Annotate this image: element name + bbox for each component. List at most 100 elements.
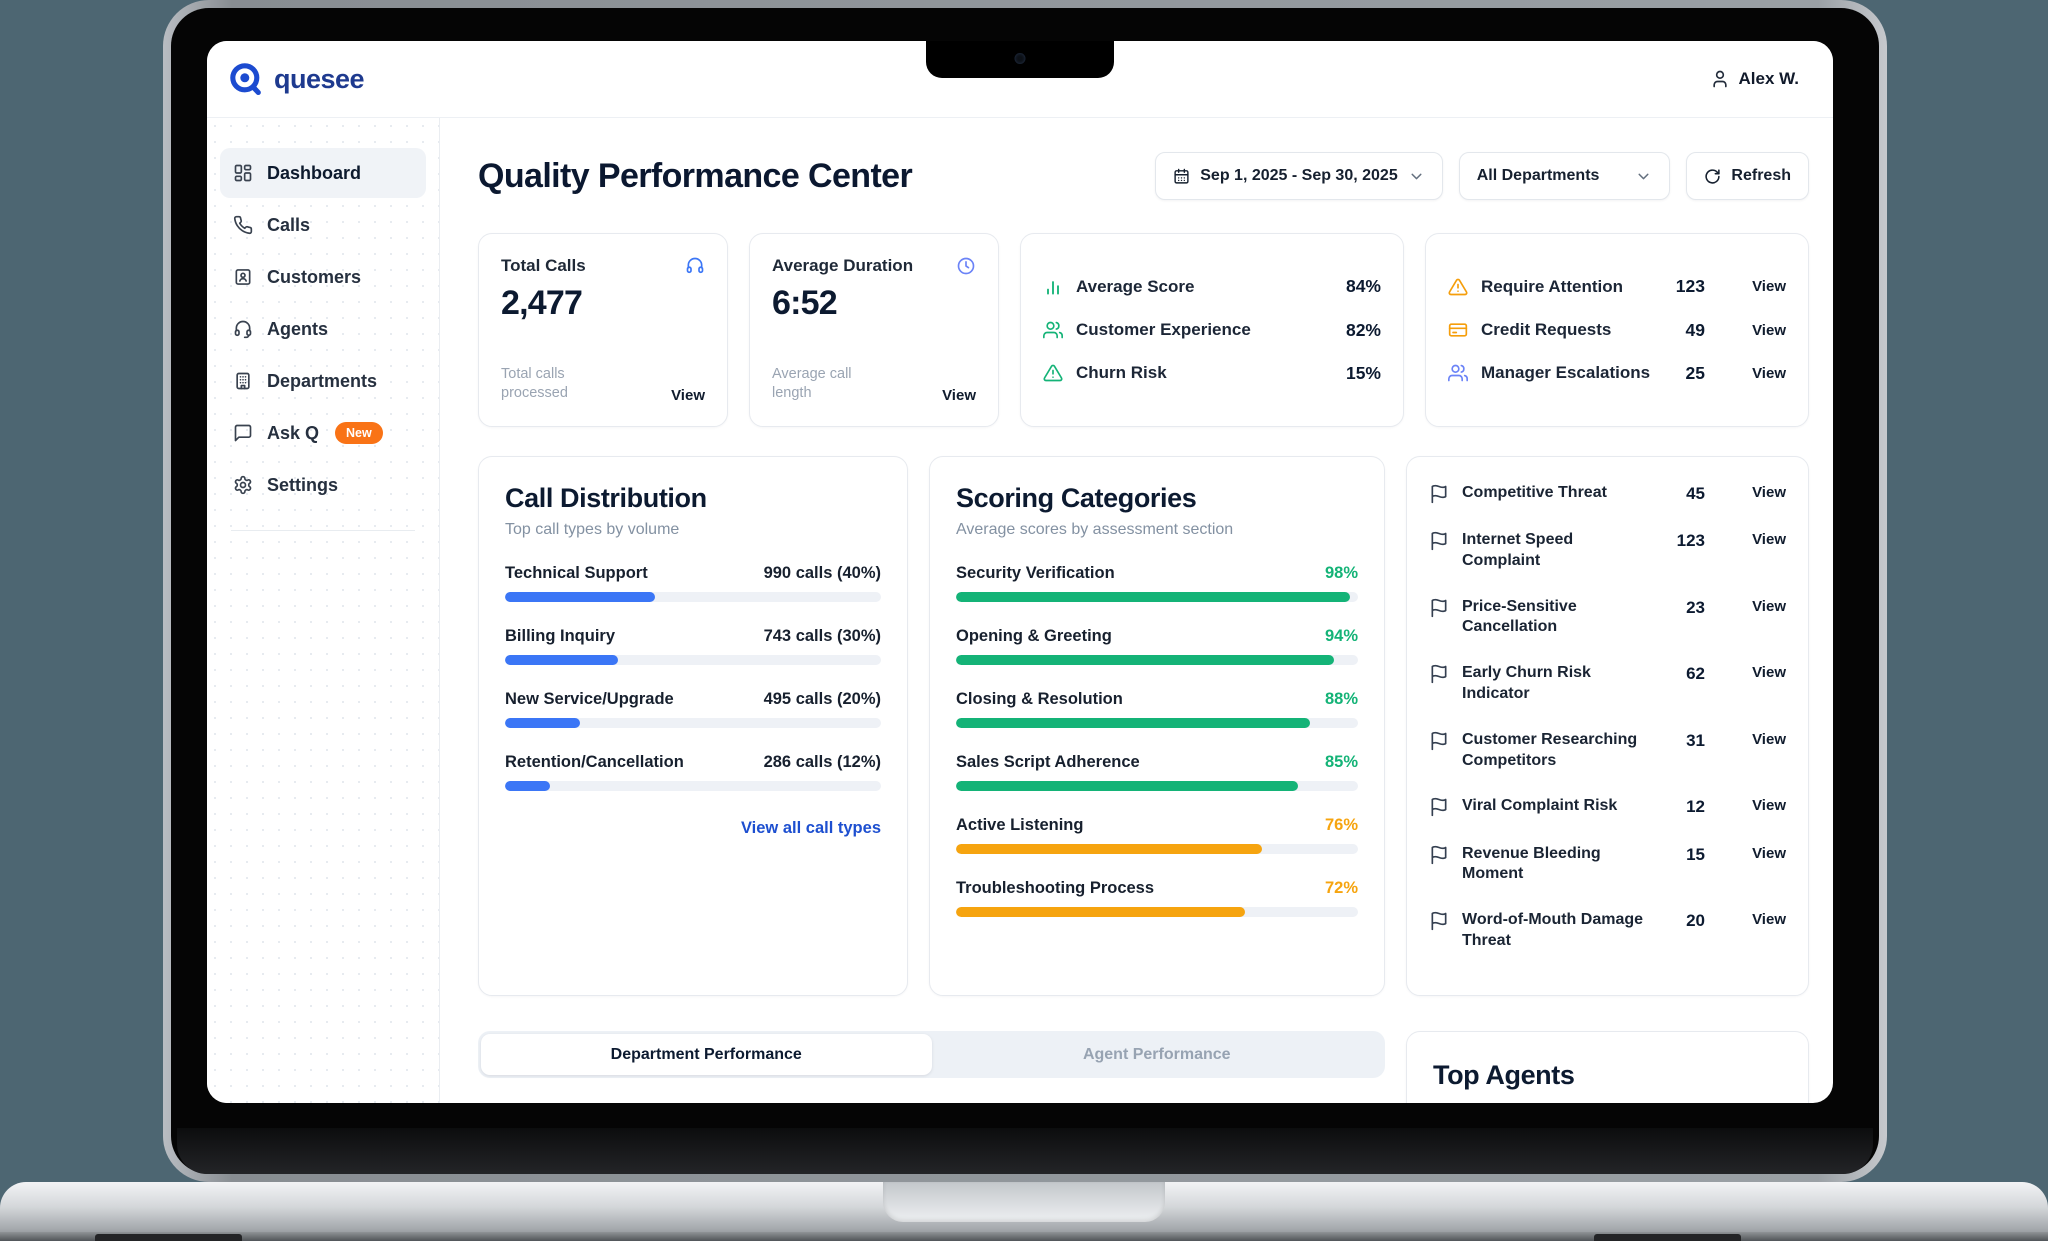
call-type-row: Billing Inquiry 743 calls (30%)	[505, 627, 881, 665]
view-link[interactable]: View	[1752, 597, 1786, 615]
score-label: Average Score	[1076, 276, 1195, 296]
view-link[interactable]: View	[1752, 321, 1786, 339]
view-link[interactable]: View	[942, 387, 976, 404]
flag-label: Price-Sensitive Cancellation	[1462, 597, 1577, 636]
flag-count: 20	[1686, 911, 1705, 931]
flag-row: Early Churn Risk Indicator 62 View	[1429, 663, 1786, 705]
view-link[interactable]: View	[671, 387, 705, 404]
view-link[interactable]: View	[1752, 730, 1786, 748]
refresh-button[interactable]: Refresh	[1686, 152, 1809, 200]
bar-chart-icon	[1043, 277, 1063, 297]
progress-track	[956, 844, 1358, 854]
flag-row: Customer Researching Competitors 31 View	[1429, 730, 1786, 772]
flag-row: Internet Speed Complaint 123 View	[1429, 530, 1786, 572]
gear-icon	[233, 475, 253, 495]
progress-track	[956, 781, 1358, 791]
view-link[interactable]: View	[1752, 911, 1786, 929]
flag-label: Word-of-Mouth Damage Threat	[1462, 911, 1644, 949]
scoring-row: Sales Script Adherence 85%	[956, 753, 1358, 791]
progress-track	[956, 907, 1358, 917]
sidebar-item-ask-q[interactable]: Ask Q New	[220, 408, 426, 458]
flag-label: Revenue Bleeding Moment	[1462, 844, 1601, 883]
panel-subtitle: Top call types by volume	[505, 521, 680, 538]
flag-count: 15	[1686, 844, 1705, 864]
scoring-label: Security Verification	[956, 564, 1115, 582]
alert-triangle-icon	[1043, 363, 1063, 383]
department-filter-select[interactable]: All Departments	[1458, 152, 1671, 200]
view-link[interactable]: View	[1752, 364, 1786, 382]
progress-fill	[505, 781, 551, 791]
stat-description: Average call length	[772, 365, 852, 402]
alert-count: 49	[1685, 319, 1705, 340]
tab-agent-performance[interactable]: Agent Performance	[1082, 1045, 1231, 1063]
webcam-icon	[1014, 53, 1026, 64]
sidebar-item-dashboard[interactable]: Dashboard	[220, 148, 426, 198]
date-range-picker[interactable]: Sep 1, 2025 - Sep 30, 2025	[1155, 152, 1443, 200]
total-calls-card: Total Calls 2,477 Total calls processed …	[478, 233, 728, 427]
progress-track	[505, 718, 881, 728]
progress-fill	[956, 781, 1298, 791]
progress-fill	[956, 655, 1334, 665]
flag-label: Early Churn Risk Indicator	[1462, 664, 1591, 703]
top-agents-card: Top Agents	[1406, 1031, 1809, 1103]
flag-label: Customer Researching Competitors	[1462, 730, 1638, 769]
stat-label: Total Calls	[501, 256, 586, 275]
view-all-call-types-link[interactable]: View all call types	[740, 819, 881, 837]
progress-fill	[505, 718, 581, 728]
score-row: Customer Experience 82%	[1043, 320, 1381, 341]
sidebar-item-label: Agents	[267, 318, 329, 339]
chevron-down-icon	[1635, 168, 1652, 185]
scoring-label: Sales Script Adherence	[956, 753, 1140, 771]
tab-department-performance[interactable]: Department Performance	[481, 1034, 932, 1075]
alert-label: Require Attention	[1481, 276, 1623, 296]
progress-fill	[956, 907, 1246, 917]
flag-label: Internet Speed Complaint	[1462, 531, 1574, 569]
flag-icon	[1429, 911, 1449, 931]
laptop-base-edge	[0, 1232, 2048, 1241]
view-link[interactable]: View	[1752, 531, 1786, 549]
laptop-foot	[95, 1234, 242, 1241]
progress-fill	[956, 718, 1310, 728]
sidebar-item-customers[interactable]: Customers	[220, 252, 426, 302]
sidebar-item-departments[interactable]: Departments	[220, 356, 426, 406]
stat-label: Average Duration	[772, 256, 914, 275]
view-link[interactable]: View	[1752, 664, 1786, 682]
progress-track	[505, 781, 881, 791]
progress-track	[956, 655, 1358, 665]
flag-icon	[1429, 484, 1449, 504]
flag-row: Price-Sensitive Cancellation 23 View	[1429, 597, 1786, 639]
flag-icon	[1429, 598, 1449, 618]
view-link[interactable]: View	[1752, 844, 1786, 862]
flag-count: 62	[1686, 664, 1705, 684]
sidebar-item-agents[interactable]: Agents	[220, 304, 426, 354]
sidebar-item-settings[interactable]: Settings	[220, 460, 426, 510]
progress-fill	[505, 655, 618, 665]
users-icon	[1448, 363, 1468, 383]
sidebar-item-label: Departments	[267, 370, 378, 391]
top-agents-title: Top Agents	[1433, 1060, 1575, 1090]
view-link[interactable]: View	[1752, 278, 1786, 296]
sidebar-item-label: Customers	[267, 266, 362, 287]
user-icon	[1710, 69, 1730, 89]
flag-icon	[1429, 731, 1449, 751]
customer-card-icon	[233, 267, 253, 287]
scoring-row: Security Verification 98%	[956, 564, 1358, 602]
alert-label: Credit Requests	[1481, 320, 1612, 339]
scoring-label: Active Listening	[956, 816, 1084, 834]
scoring-row: Active Listening 76%	[956, 816, 1358, 854]
flag-label: Competitive Threat	[1462, 484, 1607, 501]
flag-row: Competitive Threat 45 View	[1429, 483, 1786, 505]
view-link[interactable]: View	[1752, 484, 1786, 501]
alert-row: Manager Escalations 25 View	[1448, 363, 1786, 384]
scoring-row: Troubleshooting Process 72%	[956, 879, 1358, 917]
view-link[interactable]: View	[1752, 797, 1786, 815]
brand[interactable]: quesee	[228, 61, 365, 97]
call-type-value: 495 calls (20%)	[763, 690, 881, 708]
sidebar-item-calls[interactable]: Calls	[220, 200, 426, 250]
user-menu[interactable]: Alex W.	[1710, 69, 1799, 89]
score-row: Average Score 84%	[1043, 276, 1381, 297]
clock-icon	[956, 256, 976, 276]
headset-icon	[685, 256, 705, 276]
progress-track	[956, 592, 1358, 602]
